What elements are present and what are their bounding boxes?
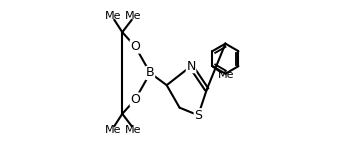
Text: Me: Me (105, 125, 122, 135)
Text: O: O (130, 40, 140, 53)
Text: Me: Me (125, 125, 141, 135)
Text: Me: Me (105, 11, 122, 21)
Text: B: B (146, 66, 155, 80)
Text: N: N (186, 60, 196, 73)
Text: Me: Me (218, 69, 234, 80)
Text: O: O (130, 93, 140, 106)
Text: S: S (194, 109, 202, 122)
Text: Me: Me (125, 11, 141, 21)
